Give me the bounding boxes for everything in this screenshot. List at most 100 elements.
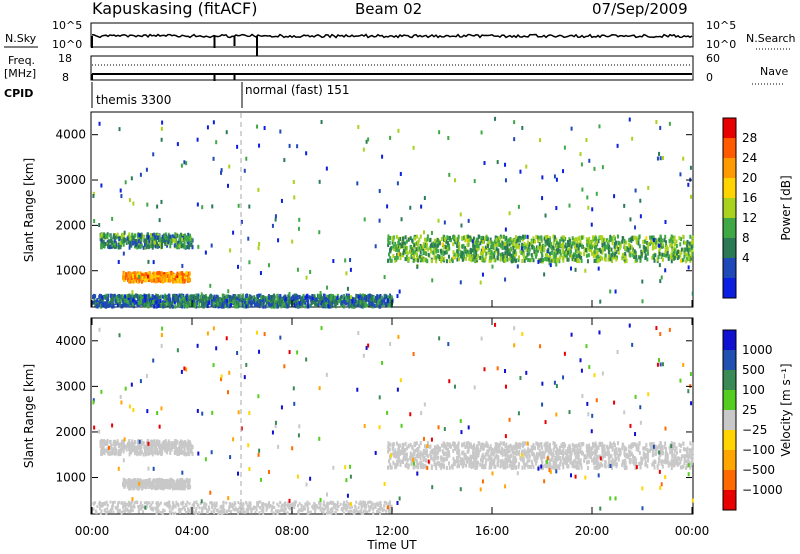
power-cell [171, 300, 174, 305]
power-cell [119, 240, 122, 245]
power-cell [210, 303, 213, 308]
power-cell [595, 242, 598, 247]
power-cell [120, 238, 123, 243]
power-cell [317, 299, 320, 304]
power-cell [304, 304, 307, 309]
velocity-cell [577, 450, 580, 455]
velocity-cell [136, 452, 139, 457]
power-cell [280, 198, 283, 203]
velocity-cell [147, 478, 150, 483]
power-cell [664, 219, 667, 224]
power-cell [125, 240, 128, 245]
power-cell [96, 298, 99, 303]
power-cell [508, 256, 511, 261]
velocity-cell [153, 485, 156, 490]
power-cell [235, 304, 238, 309]
power-cell [131, 302, 134, 307]
power-cell [171, 279, 174, 284]
power-cell [463, 254, 466, 259]
power-cell [191, 245, 194, 250]
power-cell [306, 297, 309, 302]
power-cell [646, 244, 649, 249]
power-cell [622, 236, 625, 241]
power-cell [152, 260, 155, 265]
power-cell [345, 293, 348, 298]
power-cell [192, 302, 195, 307]
velocity-cell [151, 481, 154, 486]
velocity-cell [465, 444, 468, 449]
velocity-cell [134, 449, 137, 454]
power-cell [209, 283, 212, 288]
power-cell [526, 252, 529, 257]
power-cell [397, 128, 400, 133]
velocity-cell [529, 448, 532, 453]
power-cell [315, 298, 318, 303]
velocity-cell [157, 484, 160, 489]
velocity-cell [152, 483, 155, 488]
power-cell [405, 250, 408, 255]
velocity-cell [512, 465, 515, 470]
velocity-cell [680, 457, 683, 462]
power-cell [581, 187, 584, 192]
power-cell [459, 252, 462, 257]
power-cell [92, 191, 95, 196]
power-cell [571, 236, 574, 241]
power-cell [645, 236, 648, 241]
power-cell [120, 234, 123, 239]
velocity-cell [173, 485, 176, 490]
power-cell [101, 301, 104, 306]
power-cell [442, 252, 445, 257]
power-cell [447, 135, 450, 140]
power-cell [614, 289, 617, 294]
power-cell [555, 177, 558, 182]
power-cell [609, 257, 612, 262]
power-cell [465, 238, 468, 243]
power-cell [544, 257, 547, 262]
power-cell [471, 255, 474, 260]
power-cell [139, 240, 142, 245]
power-cell [412, 254, 415, 259]
power-cell [568, 203, 571, 208]
power-cell [423, 196, 426, 201]
velocity-cell [116, 439, 119, 444]
power-cell [519, 236, 522, 241]
power-cell [544, 213, 547, 218]
power-cell [407, 237, 410, 242]
power-cell [380, 297, 383, 302]
power-cell [670, 252, 673, 257]
power-cell [350, 295, 353, 300]
power-cell [483, 161, 486, 166]
power-cell [639, 255, 642, 260]
power-cell [615, 240, 618, 245]
power-cell [678, 249, 681, 254]
velocity-cell [146, 481, 149, 486]
power-cell [367, 137, 370, 142]
power-cell [182, 272, 185, 277]
power-cell [194, 301, 197, 306]
power-cell [227, 183, 230, 188]
power-cell [153, 240, 156, 245]
power-cell [159, 276, 162, 281]
freq-tick-bottom: 8 [62, 71, 69, 84]
power-cell [187, 244, 190, 249]
power-cell [282, 295, 285, 300]
power-cell [663, 238, 666, 243]
power-cell [195, 304, 198, 309]
power-cell [551, 258, 554, 263]
power-cell [173, 234, 176, 239]
velocity-cell [103, 451, 106, 456]
power-cell [459, 212, 462, 217]
power-cell [402, 251, 405, 256]
power-cell [530, 253, 533, 258]
power-cell [370, 297, 373, 302]
power-cell [427, 252, 430, 257]
power-cell [575, 237, 578, 242]
power-cell [479, 238, 482, 243]
power-cell [413, 243, 416, 248]
power-cell [473, 255, 476, 260]
power-cell [581, 244, 584, 249]
power-cell [140, 297, 143, 302]
power-cell [166, 243, 169, 248]
power-cell [419, 243, 422, 248]
power-cell [179, 271, 182, 276]
